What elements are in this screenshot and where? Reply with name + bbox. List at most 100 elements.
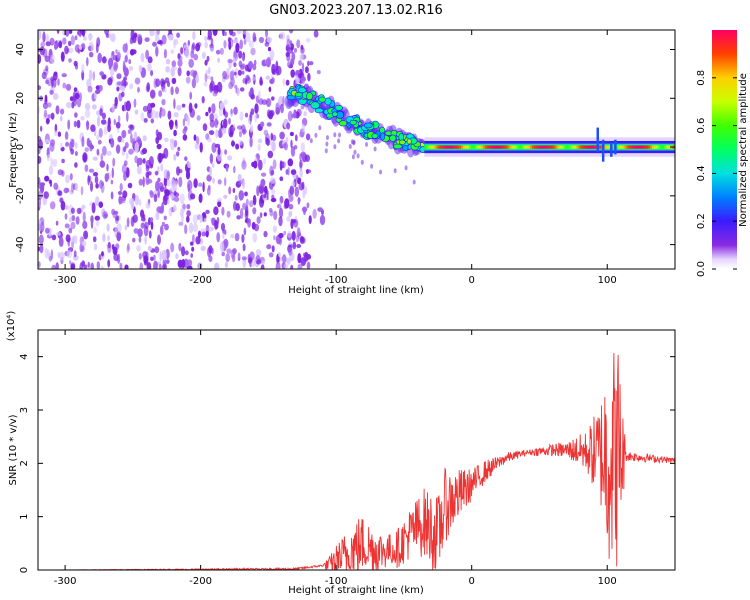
noise-blob [219, 241, 225, 253]
carrier-core [580, 145, 583, 149]
noise-blob [149, 30, 155, 37]
scatter-blob [370, 163, 374, 169]
noise-blob [223, 194, 228, 199]
noise-blob [263, 212, 267, 217]
noise-blob [44, 55, 50, 63]
noise-blob [221, 251, 225, 257]
noise-blob [288, 194, 294, 202]
noise-blob [209, 113, 214, 122]
noise-blob [52, 92, 59, 101]
y-tick-label: -20 [15, 188, 26, 204]
carrier-core [471, 145, 474, 149]
noise-blob [90, 219, 94, 229]
noise-blob [147, 245, 152, 252]
colorbar-tick-label: 0.0 [696, 261, 707, 277]
noise-blob [219, 102, 225, 110]
carrier-core [643, 145, 646, 149]
noise-blob [161, 80, 167, 85]
noise-blob [142, 176, 145, 188]
noise-blob [231, 141, 236, 147]
noise-blob [73, 87, 78, 92]
noise-blob [198, 193, 203, 203]
noise-blob [287, 166, 290, 176]
noise-blob [249, 200, 254, 208]
noise-blob [173, 38, 179, 46]
noise-blob [140, 222, 145, 229]
noise-blob [68, 58, 72, 63]
carrier-core [499, 145, 502, 149]
noise-blob [138, 198, 142, 207]
carrier-core [503, 145, 506, 149]
noise-blob [247, 218, 252, 228]
noise-blob [168, 34, 174, 41]
noise-blob [153, 254, 156, 261]
noise-blob [167, 110, 172, 120]
noise-blob [100, 153, 104, 162]
carrier-core [566, 145, 569, 149]
figure-title: GN03.2023.207.13.02.R16 [269, 3, 443, 18]
noise-blob [122, 190, 128, 199]
noise-blob [305, 37, 311, 43]
noise-blob [96, 115, 101, 127]
noise-blob [61, 158, 65, 164]
noise-blob [74, 112, 78, 118]
carrier-core [544, 145, 547, 149]
noise-blob [197, 262, 203, 269]
noise-blob [244, 191, 248, 197]
noise-blob [110, 138, 115, 148]
carrier-core [556, 145, 559, 149]
noise-blob [142, 105, 148, 112]
noise-blob [202, 123, 208, 132]
carrier-core [621, 145, 624, 149]
noise-blob [87, 261, 91, 268]
carrier-core [507, 145, 510, 149]
noise-blob [291, 180, 296, 188]
noise-blob [43, 109, 48, 118]
noise-blob [38, 177, 41, 185]
noise-blob [84, 147, 90, 153]
noise-blob [226, 67, 230, 76]
noise-blob [71, 215, 76, 222]
noise-blob [286, 122, 291, 130]
carrier-core [578, 145, 581, 149]
carrier-core [517, 145, 520, 149]
noise-blob [220, 222, 226, 232]
noise-blob [251, 76, 256, 81]
noise-blob [290, 146, 296, 157]
noise-blob [66, 250, 73, 259]
noise-blob [271, 77, 275, 84]
noise-blob [201, 96, 205, 104]
noise-blob [124, 142, 129, 149]
noise-blob [51, 78, 54, 88]
carrier-core [570, 145, 573, 149]
colorbar: 0.0 0.2 0.4 0.6 0.8 Normalized spectral ampl… [696, 30, 749, 277]
noise-blob [207, 137, 212, 143]
scatter-blob [373, 146, 377, 152]
noise-blob [90, 262, 94, 269]
noise-blob [89, 201, 93, 206]
y-tick-label: 0 [19, 567, 30, 573]
noise-blob [138, 178, 143, 186]
noise-blob [237, 252, 241, 261]
noise-blob [217, 57, 221, 63]
noise-blob [113, 61, 119, 70]
noise-blob [229, 70, 234, 81]
noise-blob [211, 103, 216, 114]
carrier-core [560, 145, 563, 149]
noise-blob [66, 101, 72, 109]
noise-blob [59, 115, 63, 122]
noise-blob [99, 160, 106, 168]
noise-blob [194, 103, 198, 109]
noise-blob [161, 264, 168, 269]
noise-blob [58, 40, 63, 49]
noise-blob [64, 205, 69, 210]
noise-blob [114, 96, 118, 107]
noise-blob [46, 154, 51, 162]
noise-blob [64, 223, 70, 229]
snr-panel: -300 -200 -100 0 100 0 1 2 3 4 Height of straight… [6, 311, 676, 596]
carrier-core [464, 145, 468, 149]
carrier-core [485, 145, 488, 149]
carrier-core [574, 145, 577, 149]
noise-blob [261, 99, 268, 105]
noise-blob [303, 111, 308, 117]
